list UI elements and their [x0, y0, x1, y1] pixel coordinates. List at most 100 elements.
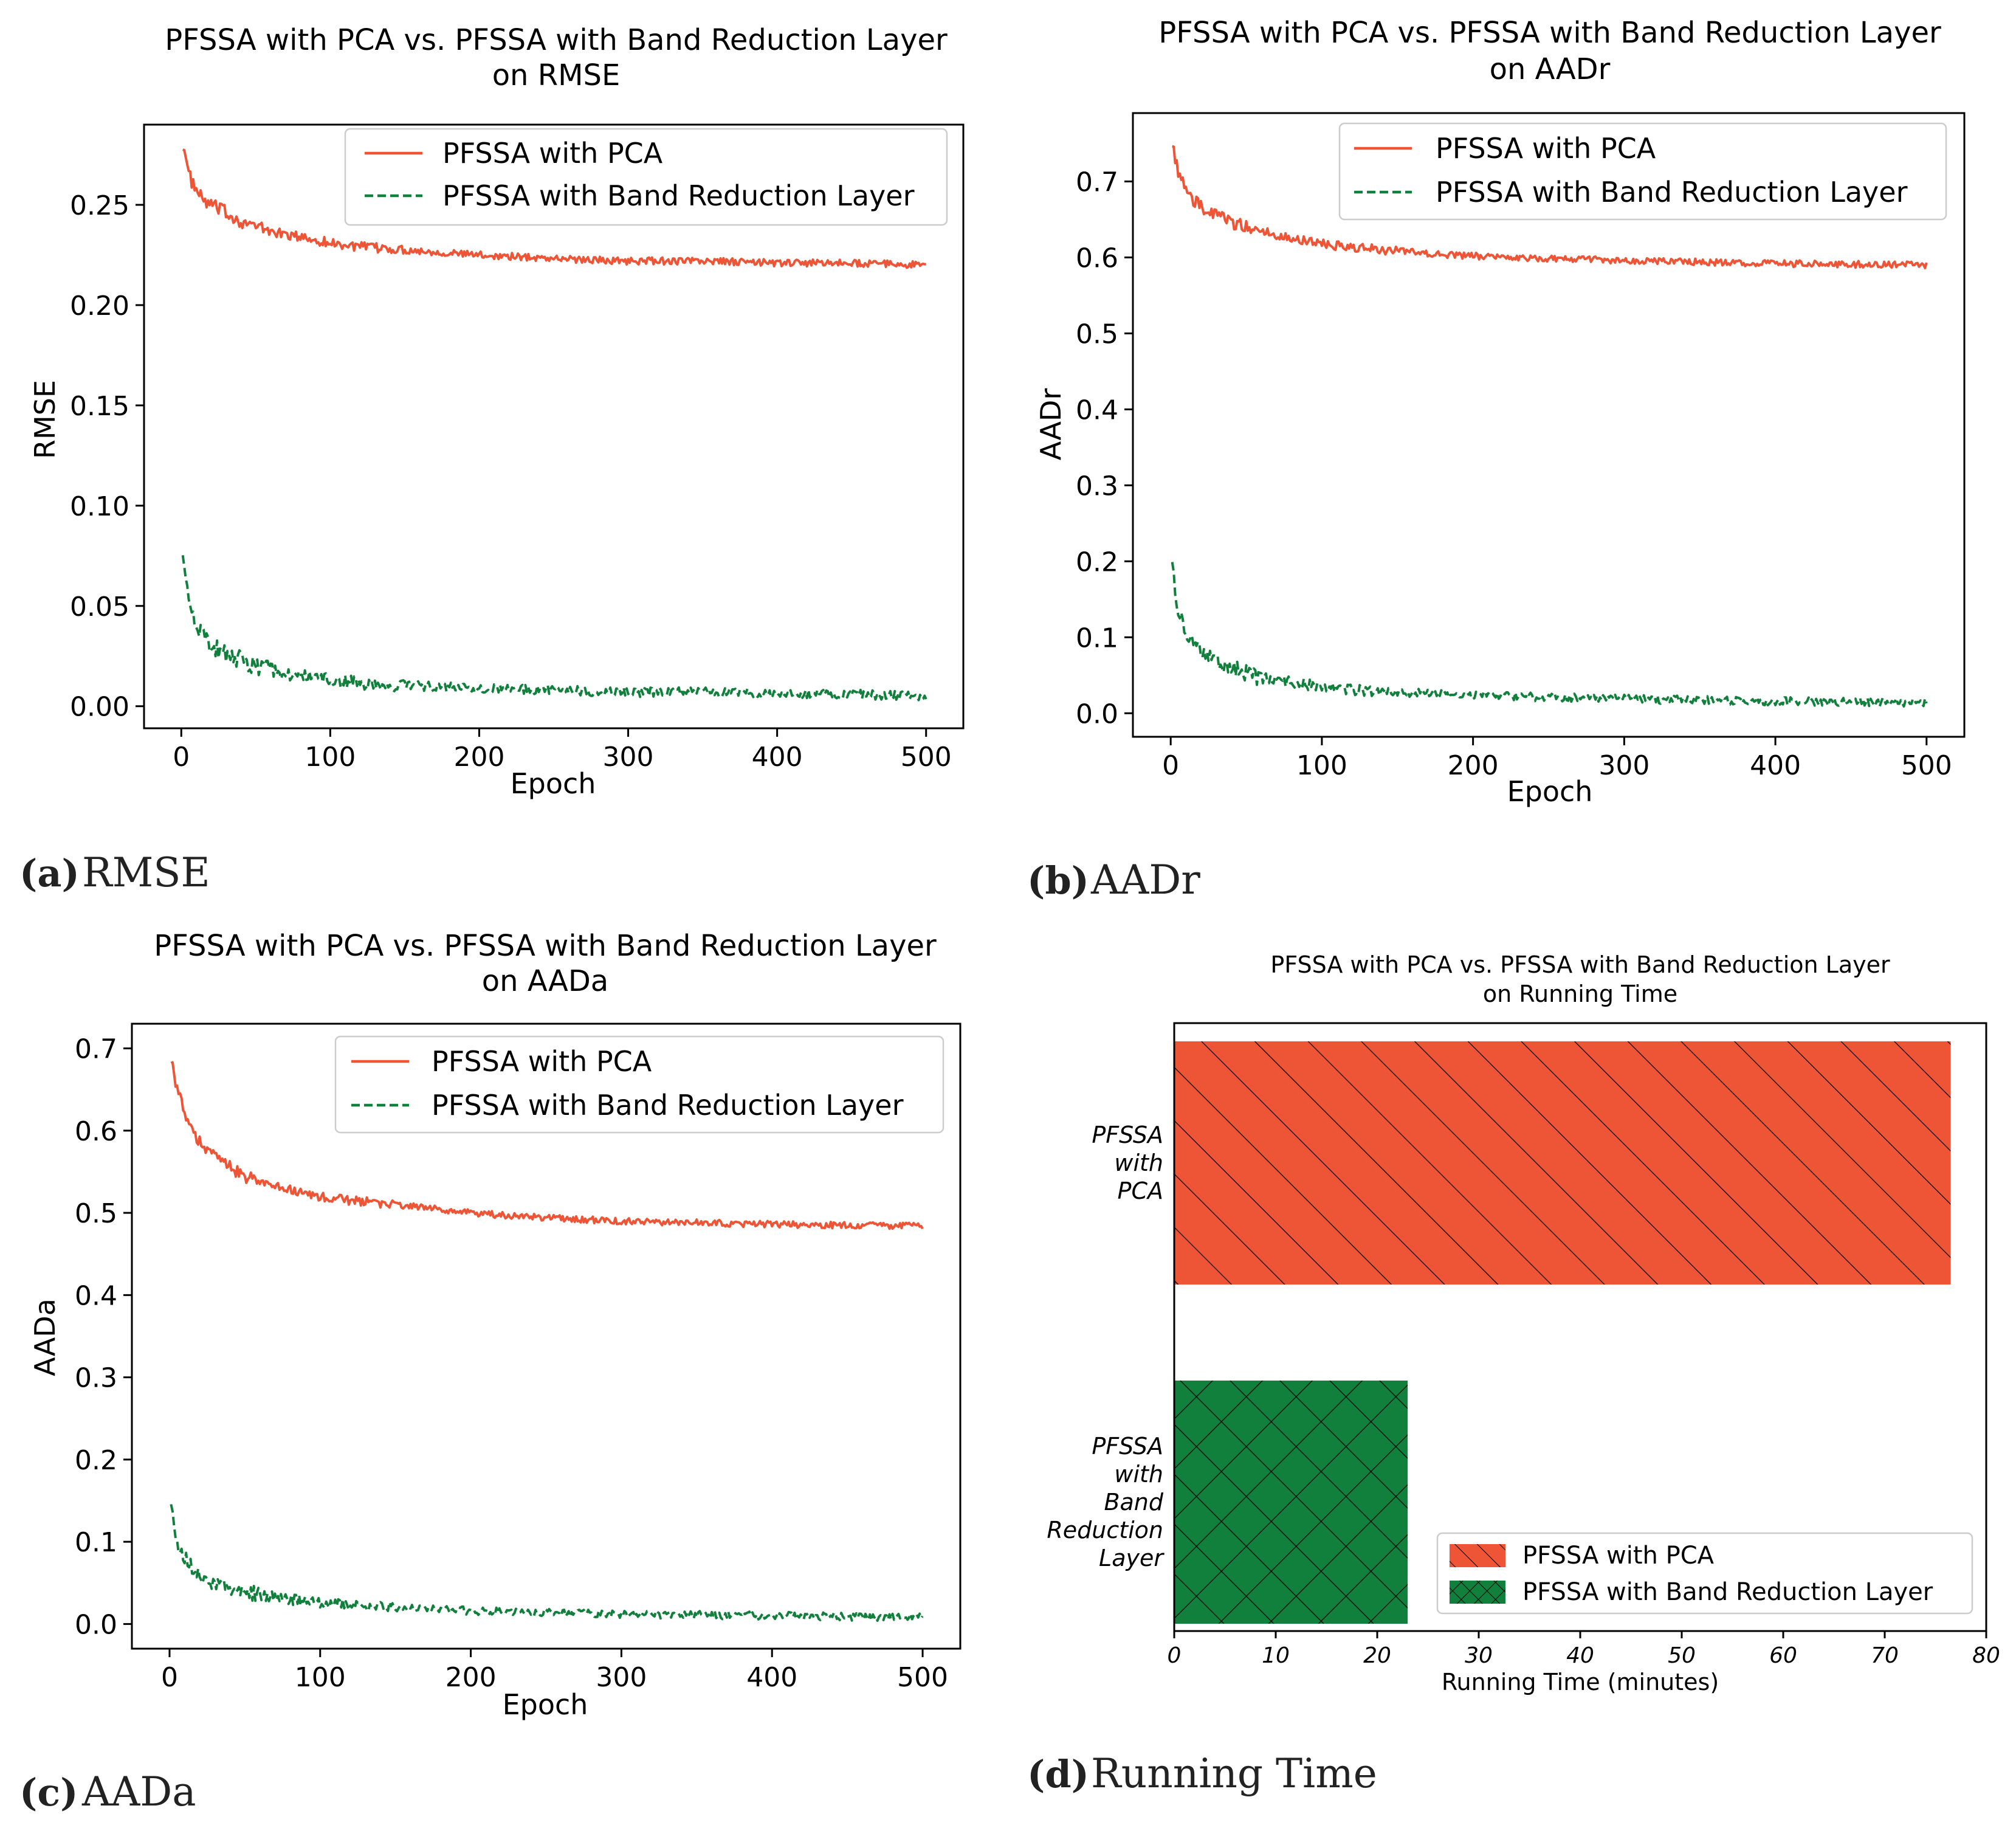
chart-c-legend-pca-label: PFSSA with PCA [432, 1045, 652, 1078]
chart-d-x-tick-label: 40 [1566, 1643, 1594, 1668]
chart-a-x-tick-label: 0 [173, 742, 190, 773]
chart-a-y-tick-label: 0.10 [70, 491, 129, 522]
chart-b-x-tick-label: 100 [1296, 750, 1347, 781]
chart-c-frame [131, 1023, 962, 1650]
chart-a-y-tick-label: 0.00 [70, 692, 129, 723]
panel-c-aada: PFSSA with PCA vs. PFSSA with Band Reduc… [19, 929, 962, 1815]
chart-a-x-tick-label: 100 [304, 742, 356, 773]
chart-c-legend-brl-label: PFSSA with Band Reduction Layer [432, 1089, 904, 1122]
chart-c-title-line2: on AADa [482, 964, 608, 998]
chart-c-y-tick-label: 0.5 [75, 1198, 117, 1229]
chart-a-x-tick-label: 500 [901, 742, 952, 773]
chart-a-series-band-reduction-line [181, 555, 927, 702]
chart-b-y-tick-label: 0.5 [1076, 319, 1118, 350]
chart-b-y-tick-label: 0.2 [1076, 547, 1118, 578]
chart-a-legend-pca-label: PFSSA with PCA [442, 137, 663, 170]
chart-b-legend-brl-label: PFSSA with Band Reduction Layer [1436, 176, 1908, 209]
chart-a-series-pca-line [182, 148, 926, 269]
chart-c-y-tick-label: 0.7 [75, 1034, 117, 1065]
caption-d-text: Running Time [1091, 1750, 1377, 1797]
chart-c-y-tick-label: 0.2 [75, 1445, 117, 1476]
chart-d-x-tick-label: 10 [1262, 1643, 1290, 1668]
chart-a-frame [143, 123, 965, 729]
chart-b-frame [1132, 112, 1966, 738]
chart-c-y-axis-label: AADa [29, 1299, 61, 1376]
chart-d-category-label: with [1114, 1150, 1163, 1176]
chart-a-x-tick-label: 200 [453, 742, 504, 773]
chart-c-y-tick-label: 0.3 [75, 1363, 117, 1394]
chart-a-title-line2: on RMSE [492, 58, 621, 92]
chart-d-x-axis-label: Running Time (minutes) [1442, 1669, 1719, 1695]
chart-a-y-tick-label: 0.20 [70, 291, 129, 322]
chart-d-legend: PFSSA with PCA PFSSA with Band Reduction… [1436, 1532, 1973, 1615]
chart-d-category-label: PFSSA [1092, 1122, 1163, 1148]
chart-d-x-tick-label: 80 [1972, 1643, 2000, 1668]
chart-b-x-tick-label: 400 [1750, 750, 1801, 781]
chart-d-legend-pca-swatch [1450, 1544, 1505, 1567]
chart-b-legend-box [1338, 122, 1947, 221]
chart-a-title-line1: PFSSA with PCA vs. PFSSA with Band Reduc… [165, 23, 948, 57]
chart-a-y-tick-label: 0.05 [70, 592, 129, 623]
chart-d-title-line2: on Running Time [1483, 981, 1677, 1007]
chart-a-y-tick-label: 0.25 [70, 190, 129, 221]
caption-d-letter: (d) [1027, 1752, 1089, 1796]
chart-c-legend: PFSSA with PCA PFSSA with Band Reduction… [334, 1035, 944, 1134]
caption-a-text: RMSE [82, 849, 210, 896]
chart-b-x-tick-label: 300 [1598, 750, 1650, 781]
chart-c-x-tick-label: 100 [295, 1662, 346, 1693]
chart-d-category-label: with [1114, 1461, 1163, 1488]
caption-a-letter: (a) [19, 851, 80, 895]
chart-c-series-band-reduction-line [170, 1504, 924, 1622]
chart-d-bar-pca [1174, 1041, 1951, 1285]
chart-d-x-tick-label: 0 [1168, 1643, 1182, 1668]
chart-c-plot-area: 0 100 200 300 400 500 0.0 0.1 0.2 0.3 0.4 0.5 0.6 0.7 [75, 1023, 962, 1693]
chart-a-x-axis-label: Epoch [511, 767, 596, 800]
chart-c-x-tick-label: 200 [446, 1662, 497, 1693]
chart-c-x-tick-label: 400 [746, 1662, 797, 1693]
chart-c-x-tick-label: 300 [596, 1662, 647, 1693]
chart-d-legend-brl-swatch [1450, 1581, 1505, 1604]
chart-c-y-tick-label: 0.0 [75, 1609, 117, 1640]
chart-d-category-label: Reduction [1047, 1517, 1163, 1543]
chart-b-legend: PFSSA with PCA PFSSA with Band Reduction… [1338, 122, 1947, 221]
chart-d-category-label: Layer [1099, 1545, 1165, 1571]
chart-b-y-tick-label: 0.7 [1076, 167, 1118, 198]
caption-b-text: AADr [1090, 857, 1200, 903]
chart-d-x-tick-label: 50 [1668, 1643, 1696, 1668]
chart-d-legend-pca-label: PFSSA with PCA [1522, 1542, 1715, 1570]
chart-d-category-label: PCA [1118, 1178, 1163, 1204]
chart-a-legend-box [344, 128, 948, 226]
chart-d-x-tick-label: 20 [1363, 1643, 1391, 1668]
chart-d-category-label: Band [1104, 1489, 1163, 1516]
chart-d-plot-area: PFSSAwithPCAPFSSAwithBandReductionLayer0… [1047, 1022, 2000, 1668]
chart-b-y-tick-label: 0.0 [1076, 698, 1118, 729]
chart-a-x-tick-label: 300 [603, 742, 654, 773]
chart-c-y-tick-label: 0.4 [75, 1280, 117, 1311]
chart-b-title-line1: PFSSA with PCA vs. PFSSA with Band Reduc… [1158, 16, 1941, 50]
chart-b-x-tick-label: 500 [1901, 750, 1952, 781]
chart-c-series-pca-line [170, 1061, 924, 1230]
chart-b-series-band-reduction-line [1171, 562, 1928, 708]
chart-b-y-tick-label: 0.6 [1076, 243, 1118, 274]
chart-a-y-tick-label: 0.15 [70, 391, 129, 422]
chart-c-y-tick-label: 0.6 [75, 1116, 117, 1147]
chart-b-y-tick-label: 0.1 [1076, 623, 1118, 654]
panel-d-running-time: PFSSA with PCA vs. PFSSA with Band Reduc… [1027, 951, 2000, 1797]
chart-d-bar-band-reduction [1174, 1381, 1408, 1624]
chart-d-x-tick-label: 30 [1465, 1643, 1493, 1668]
chart-d-legend-brl-label: PFSSA with Band Reduction Layer [1522, 1578, 1933, 1606]
chart-d-category-label: PFSSA [1092, 1433, 1163, 1460]
chart-a-y-axis-label: RMSE [29, 380, 61, 459]
chart-d-legend-box [1436, 1532, 1973, 1615]
chart-d-x-tick-label: 60 [1769, 1643, 1797, 1668]
chart-b-title-line2: on AADr [1490, 52, 1611, 86]
chart-d-x-tick-label: 70 [1871, 1643, 1899, 1668]
caption-c-text: AADa [81, 1768, 196, 1815]
panel-b-aadr: PFSSA with PCA vs. PFSSA with Band Reduc… [1027, 16, 1966, 903]
panel-a-rmse: PFSSA with PCA vs. PFSSA with Band Reduc… [19, 23, 965, 896]
chart-c-x-tick-label: 500 [897, 1662, 948, 1693]
chart-a-legend-brl-label: PFSSA with Band Reduction Layer [442, 179, 915, 212]
chart-b-y-tick-label: 0.3 [1076, 471, 1118, 502]
chart-c-x-tick-label: 0 [161, 1662, 178, 1693]
